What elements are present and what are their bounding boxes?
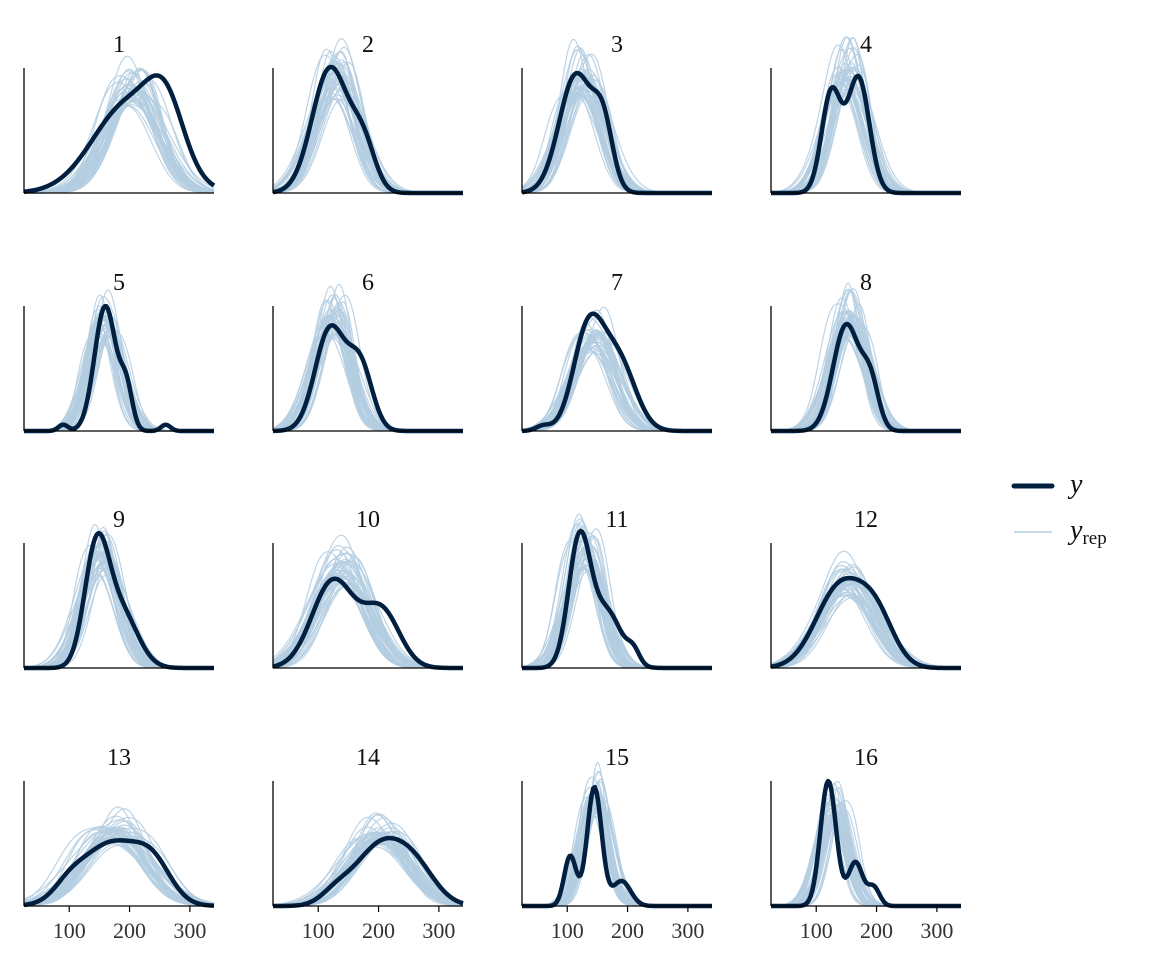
- legend: y yrep: [1011, 469, 1107, 549]
- x-tick-label: 100: [302, 918, 335, 943]
- y-density-line: [272, 576, 464, 671]
- y-density-line: [23, 73, 216, 194]
- panel-title: 13: [107, 745, 131, 771]
- panel-5: 5: [23, 270, 215, 434]
- y-density-line: [272, 835, 464, 909]
- panel-title: 8: [860, 270, 872, 296]
- panel-4: 4: [770, 32, 962, 196]
- panel-13: 13 100 200 300: [23, 745, 215, 943]
- x-tick-label: 300: [920, 918, 953, 943]
- y-density-line: [23, 838, 215, 908]
- legend-yrep-label: yrep: [1067, 515, 1107, 549]
- yrep-density-line: [24, 105, 215, 194]
- x-tick-label: 200: [860, 918, 893, 943]
- panel-15: 15 100 200 300: [521, 745, 713, 943]
- panel-title: 10: [356, 507, 380, 533]
- yrep-lines: [272, 812, 464, 907]
- panel-title: 3: [611, 32, 623, 58]
- panel-title: 1: [113, 32, 125, 58]
- yrep-density-line: [23, 549, 214, 669]
- panel-2: 2: [272, 32, 464, 196]
- yrep-density-line: [24, 55, 215, 194]
- yrep-lines: [521, 306, 712, 432]
- panel-title: 6: [362, 270, 374, 296]
- x-tick-label: 300: [422, 918, 455, 943]
- legend-y-text: y: [1067, 469, 1083, 500]
- x-tick-label: 200: [113, 918, 146, 943]
- yrep-density-line: [272, 836, 464, 906]
- yrep-density-line: [23, 830, 215, 907]
- yrep-density-line: [23, 70, 215, 194]
- panel-8: 8: [770, 270, 962, 434]
- yrep-density-line: [23, 81, 215, 194]
- yrep-lines: [770, 780, 961, 907]
- panel-title: 2: [362, 32, 374, 58]
- yrep-density-line: [23, 84, 215, 194]
- yrep-density-line: [23, 83, 215, 194]
- panel-10: 10: [272, 507, 464, 671]
- panel-11: 11: [521, 507, 713, 671]
- yrep-density-line: [770, 580, 962, 669]
- panel-12: 12: [770, 507, 962, 671]
- panel-7: 7: [521, 270, 713, 434]
- panel-title: 14: [356, 745, 380, 771]
- panel-16: 16 100 200 300: [770, 745, 962, 943]
- panel-title: 9: [113, 507, 125, 533]
- y-density-line: [770, 575, 962, 671]
- panel-title: 4: [860, 32, 872, 58]
- x-tick-label: 200: [362, 918, 395, 943]
- x-tick-label: 300: [173, 918, 206, 943]
- legend-yrep-text: y: [1067, 515, 1083, 546]
- legend-yrep-subscript: rep: [1082, 528, 1106, 549]
- x-tick-label: 200: [611, 918, 644, 943]
- x-tick-label: 300: [671, 918, 704, 943]
- panel-6: 6: [272, 270, 464, 434]
- panel-1: 1: [23, 32, 216, 194]
- panel-title: 12: [854, 507, 878, 533]
- panel-9: 9: [23, 507, 215, 671]
- yrep-lines: [272, 37, 463, 194]
- legend-y-label: y: [1067, 469, 1083, 500]
- x-tick-label: 100: [800, 918, 833, 943]
- panel-title: 7: [611, 270, 623, 296]
- x-tick-label: 100: [53, 918, 86, 943]
- panel-3: 3: [521, 32, 713, 196]
- x-tick-label: 100: [551, 918, 584, 943]
- yrep-density-line: [23, 827, 215, 905]
- panel-title: 11: [605, 507, 628, 533]
- panel-title: 15: [605, 745, 629, 771]
- yrep-lines: [23, 55, 215, 194]
- yrep-density-line: [272, 834, 464, 907]
- yrep-density-line: [23, 837, 215, 907]
- yrep-density-line: [23, 549, 214, 669]
- yrep-lines: [521, 513, 712, 669]
- panel-title: 5: [113, 270, 125, 296]
- panel-title: 16: [854, 745, 878, 771]
- panel-14: 14 100 200 300: [272, 745, 464, 943]
